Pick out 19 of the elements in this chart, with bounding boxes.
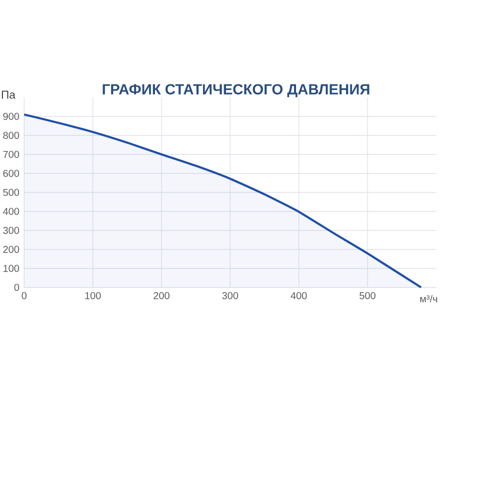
y-tick-label: 300 bbox=[3, 226, 20, 234]
x-tick-label: 400 bbox=[290, 292, 307, 300]
x-tick-label: 0 bbox=[22, 292, 27, 300]
y-tick-label: 200 bbox=[3, 246, 20, 253]
y-tick-label: 400 bbox=[3, 208, 20, 215]
x-tick-label: 200 bbox=[154, 292, 170, 300]
y-tick-label: 0 bbox=[14, 284, 20, 291]
y-tick-label: 500 bbox=[3, 188, 20, 196]
y-tick-label: 900 bbox=[3, 112, 20, 120]
y-tick-label: 100 bbox=[4, 264, 20, 272]
x-tick-label: 100 bbox=[85, 292, 101, 300]
y-tick-label: 700 bbox=[3, 150, 20, 158]
y-axis-title: Па bbox=[2, 90, 16, 99]
x-tick-label: 500 bbox=[360, 292, 376, 300]
chart-title: ГРАФИК СТАТИЧЕСКОГО ДАВЛЕНИЯ bbox=[102, 84, 370, 98]
x-tick-label: 300 bbox=[222, 292, 238, 300]
x-axis-title: м³/ч bbox=[420, 295, 438, 302]
y-tick-label: 600 bbox=[3, 170, 20, 177]
y-tick-label: 800 bbox=[3, 132, 20, 139]
